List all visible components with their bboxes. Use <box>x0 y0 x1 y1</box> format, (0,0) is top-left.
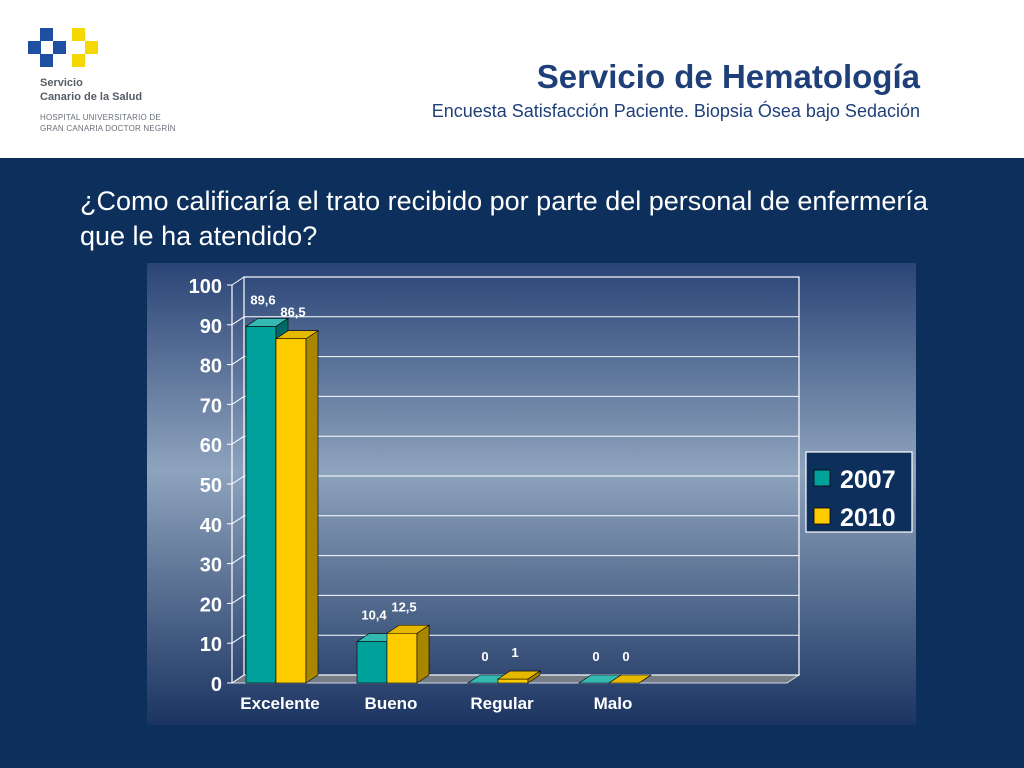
y-tick-label: 50 <box>200 475 222 497</box>
gridline-depth <box>231 555 245 565</box>
logo-icon <box>28 28 98 67</box>
legend-label-2007: 2007 <box>840 466 896 494</box>
gridline-depth <box>231 395 245 405</box>
hospital-text: HOSPITAL UNIVERSITARIO DE GRAN CANARIA D… <box>40 112 176 134</box>
logo-line-1: Servicio <box>40 77 83 89</box>
data-label-2010-regular: 1 <box>511 645 518 660</box>
y-tick-label: 80 <box>200 356 222 378</box>
bar-2010-regular <box>497 678 529 684</box>
x-tick-label-malo: Malo <box>594 694 633 713</box>
legend-label-2010: 2010 <box>840 504 896 532</box>
bar-top-2010-bueno <box>386 624 430 634</box>
data-label-2007-excelente: 89,6 <box>250 292 275 307</box>
gridline-depth <box>231 435 245 445</box>
bar-chart: 010203040506070809010089,686,5Excelente1… <box>147 263 916 725</box>
bar-2010-excelente <box>275 338 307 684</box>
data-label-2007-bueno: 10,4 <box>361 608 387 623</box>
logo-line-2: Canario de la Salud <box>40 91 143 103</box>
data-label-2010-malo: 0 <box>622 649 629 664</box>
gridline-depth <box>231 316 245 326</box>
bar-side-2010-bueno <box>416 624 430 684</box>
bar-side-2010-excelente <box>305 330 319 684</box>
gridline-depth <box>231 594 245 604</box>
data-label-2007-regular: 0 <box>481 649 488 664</box>
page-title: Servicio de Hematología <box>536 58 920 95</box>
gridline-depth <box>231 276 245 286</box>
x-tick-label-excelente: Excelente <box>240 694 319 713</box>
gridline-depth <box>231 515 245 525</box>
bar-2010-bueno <box>386 632 418 684</box>
logo-text: Servicio Canario de la Salud <box>40 76 142 104</box>
y-tick-label: 70 <box>200 395 222 417</box>
chart-container: 0 10 20 30 40 50 60 70 80 90 100 89,6 86,5 Excelente 1… <box>147 263 916 725</box>
y-tick-label: 100 <box>189 276 222 298</box>
bar-top-2010-excelente <box>275 330 319 340</box>
data-label-2007-malo: 0 <box>592 649 599 664</box>
gridline-depth <box>231 674 245 684</box>
gridline-depth <box>231 634 245 644</box>
bar-top-2010-malo <box>608 674 652 684</box>
bar-top-2007-excelente <box>245 318 289 327</box>
logo-line-4: GRAN CANARIA DOCTOR NEGRÍN <box>40 124 176 133</box>
survey-question: ¿Como calificaría el trato recibido por … <box>80 186 928 251</box>
gridline-depth <box>231 475 245 485</box>
legend-swatch-2010 <box>813 507 831 525</box>
y-tick-label: 10 <box>200 634 222 656</box>
page-subtitle: Encuesta Satisfacción Paciente. Biopsia … <box>431 101 920 121</box>
logo-line-3: HOSPITAL UNIVERSITARIO DE <box>40 113 161 122</box>
y-tick-label: 40 <box>200 515 222 537</box>
bar-2007-excelente <box>245 326 277 684</box>
x-tick-label-bueno: Bueno <box>365 694 418 713</box>
data-label-2010-excelente: 86,5 <box>280 305 305 320</box>
slide-header: Servicio Canario de la Salud HOSPITAL UN… <box>0 0 1024 158</box>
y-tick-label: 60 <box>200 435 222 457</box>
y-tick-label: 20 <box>200 594 222 616</box>
y-tick-label: 90 <box>200 316 222 338</box>
bar-2007-bueno <box>356 641 388 684</box>
x-tick-label-regular: Regular <box>470 694 534 713</box>
y-tick-label: 30 <box>200 555 222 577</box>
legend-swatch-2007 <box>813 469 831 487</box>
gridline-depth <box>231 356 245 366</box>
data-label-2010-bueno: 12,5 <box>391 599 416 614</box>
y-tick-label: 0 <box>211 674 222 696</box>
bar-top-2010-regular <box>497 670 541 680</box>
